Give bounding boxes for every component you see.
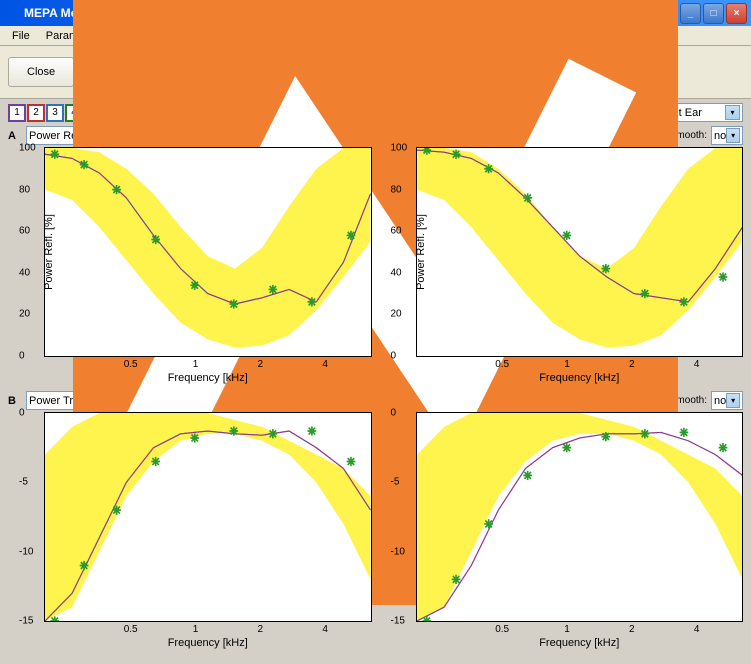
x-axis-label: Frequency [kHz]	[539, 637, 619, 649]
chart-a: Power Refl. [%]0204060801000.5124Frequen…	[44, 147, 372, 357]
chart-c: Power Refl. [%]0204060801000.5124Frequen…	[416, 147, 744, 357]
titlebar: MEPA Measurement 4.3.17.0 [cal:C:\Arquiv…	[0, 0, 751, 26]
chart-d: Power Trans. [dB]-15-10-500.5124Frequenc…	[416, 412, 744, 622]
chart-b: Power Trans. [dB]-15-10-500.5124Frequenc…	[44, 412, 372, 622]
x-axis-label: Frequency [kHz]	[168, 372, 248, 384]
app-icon	[4, 5, 20, 21]
x-axis-label: Frequency [kHz]	[539, 372, 619, 384]
x-axis-label: Frequency [kHz]	[168, 637, 248, 649]
